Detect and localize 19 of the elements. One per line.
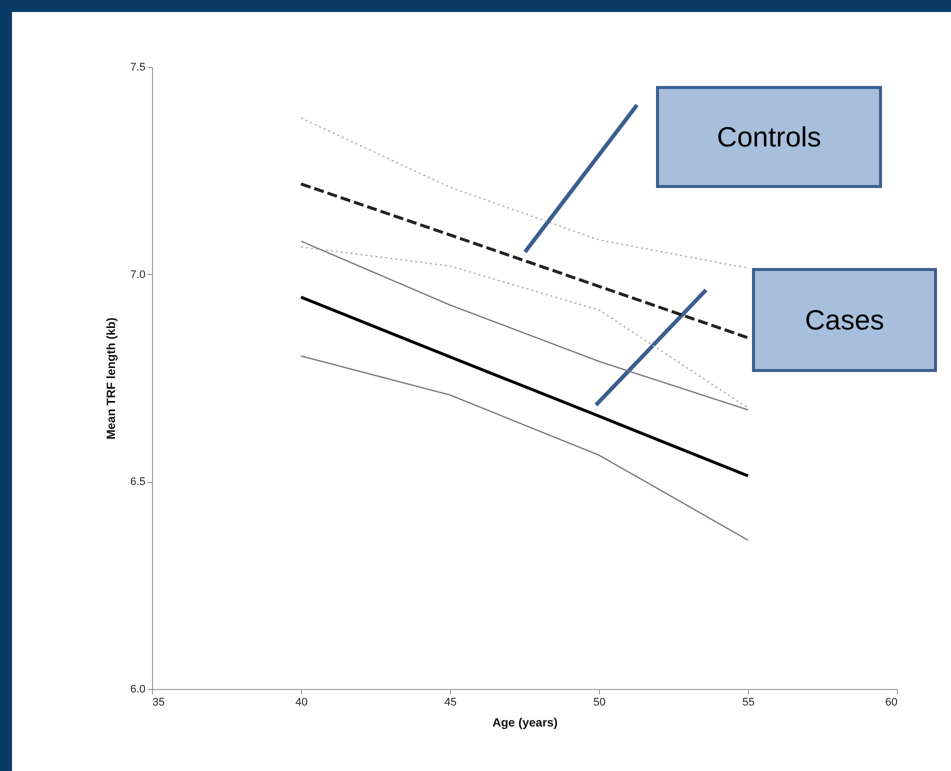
y-tick-label: 7.0 bbox=[130, 268, 146, 281]
line-series bbox=[300, 355, 749, 541]
y-tick-label: 7.5 bbox=[130, 62, 146, 74]
annotation: Controls bbox=[716, 122, 822, 152]
callout: Controls bbox=[523, 86, 882, 254]
annotation: Cases bbox=[804, 304, 884, 336]
x-tick-label: 60 bbox=[885, 696, 898, 708]
x-tick-label: 40 bbox=[295, 696, 308, 708]
x-tick-label: 50 bbox=[593, 696, 606, 708]
x-axis-title: Age (years) bbox=[492, 716, 558, 730]
x-tick-label: 55 bbox=[742, 696, 755, 708]
y-axis-title: Mean TRF length (kb) bbox=[104, 318, 118, 440]
line-series bbox=[300, 182, 750, 340]
x-tick-label: 35 bbox=[152, 696, 165, 708]
x-tick-label: 45 bbox=[444, 696, 457, 708]
callout: Cases bbox=[594, 268, 937, 406]
line-series bbox=[300, 296, 750, 478]
y-tick-label: 6.5 bbox=[130, 476, 146, 488]
y-tick-label: 6.0 bbox=[130, 684, 146, 696]
